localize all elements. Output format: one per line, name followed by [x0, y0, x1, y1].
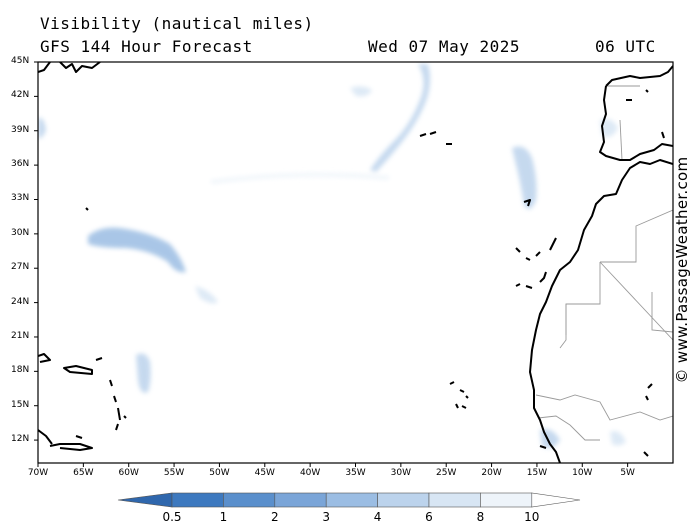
lon-label: 5W — [620, 468, 635, 478]
lon-label: 50W — [209, 468, 230, 478]
colorbar-label: 6 — [425, 510, 433, 524]
lon-label: 10W — [572, 468, 593, 478]
colorbar-label: 4 — [373, 510, 382, 524]
lat-label: 21N — [11, 330, 30, 341]
lon-label: 70W — [27, 468, 49, 478]
colorbar-min-arrow — [117, 492, 173, 508]
coastlines — [38, 62, 673, 463]
country-borders — [535, 85, 673, 441]
lon-label: 60W — [118, 468, 139, 478]
lon-label: 20W — [481, 468, 502, 478]
lat-label: 18N — [11, 365, 30, 376]
lat-label: 27N — [11, 262, 30, 273]
colorbar-segment — [274, 492, 327, 508]
colorbar-segment — [223, 492, 276, 508]
lat-label: 15N — [11, 399, 30, 410]
lon-label: 65W — [73, 468, 94, 478]
ocean-area — [38, 62, 673, 463]
lat-label: 12N — [11, 434, 30, 445]
lat-label: 30N — [11, 227, 30, 238]
colorbar-segment — [428, 492, 481, 508]
axis-ticks — [34, 61, 629, 467]
lon-label: 45W — [254, 468, 275, 478]
forecast-model: GFS 144 Hour Forecast — [40, 37, 253, 56]
visibility-shading — [38, 64, 626, 448]
colorbar-segment — [480, 492, 533, 508]
colorbar-label: 0.5 — [162, 510, 182, 524]
colorbar-label: 3 — [322, 510, 331, 524]
lon-label: 40W — [299, 468, 321, 478]
forecast-date: Wed 07 May 2025 — [368, 37, 520, 56]
colorbar-segment — [377, 492, 430, 508]
colorbar-segment — [325, 492, 378, 508]
lon-label: 15W — [526, 468, 548, 478]
lon-label: 30W — [390, 468, 412, 478]
colorbar-max-arrow — [531, 492, 581, 508]
visibility-colorbar — [117, 492, 581, 508]
colorbar-label: 2 — [270, 510, 279, 524]
lat-label: 36N — [11, 159, 30, 170]
lon-label: 35W — [345, 468, 366, 478]
credit-text: © www.PassageWeather.com — [673, 156, 691, 384]
forecast-hour: 06 UTC — [595, 37, 656, 56]
lon-label: 25W — [436, 468, 457, 478]
colorbar-segment — [171, 492, 224, 508]
lat-label: 45N — [11, 56, 30, 66]
lat-label: 39N — [11, 124, 30, 135]
lon-label: 55W — [163, 468, 185, 478]
forecast-title: Visibility (nautical miles) — [40, 14, 314, 33]
lat-label: 24N — [11, 296, 30, 307]
lat-label: 42N — [11, 90, 30, 101]
colorbar-label: 8 — [476, 510, 485, 524]
colorbar-label: 10 — [524, 510, 540, 524]
colorbar-label: 1 — [219, 510, 228, 524]
lat-label: 33N — [11, 193, 30, 204]
